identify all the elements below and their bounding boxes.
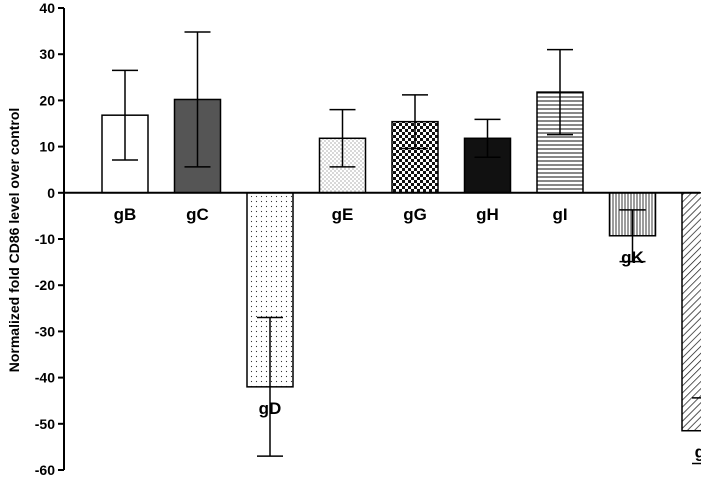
category-labels: gB gC gD gE gG gH gI gK gL [114, 205, 701, 462]
y-tick-label: -60 [35, 462, 55, 478]
category-label-gG: gG [403, 205, 427, 224]
category-label-gL: gL [695, 443, 701, 462]
y-tick-label: -10 [35, 231, 55, 247]
error-bars-group [112, 31, 701, 465]
category-label-gE: gE [332, 205, 354, 224]
y-tick-label: -20 [35, 277, 55, 293]
y-tick-label: 10 [39, 139, 55, 155]
y-tick-label: -30 [35, 323, 55, 339]
y-tick-label: 20 [39, 92, 55, 108]
y-tick-label: 0 [47, 185, 55, 201]
y-axis: 40 30 20 10 0 -10 -20 -30 -40 -50 -60 [35, 0, 65, 478]
y-tick-label: 30 [39, 46, 55, 62]
bar-gL [681, 192, 701, 432]
category-label-gB: gB [114, 205, 137, 224]
category-label-gH: gH [476, 205, 499, 224]
category-label-gI: gI [552, 205, 567, 224]
category-label-gD: gD [259, 399, 282, 418]
bars-group [101, 91, 701, 432]
y-axis-title: Normalized fold CD86 level over control [6, 108, 22, 373]
category-label-gC: gC [186, 205, 209, 224]
y-tick-label: -40 [35, 370, 55, 386]
category-label-gK: gK [621, 248, 644, 267]
y-tick-label: -50 [35, 416, 55, 432]
y-tick-label: 40 [39, 0, 55, 16]
